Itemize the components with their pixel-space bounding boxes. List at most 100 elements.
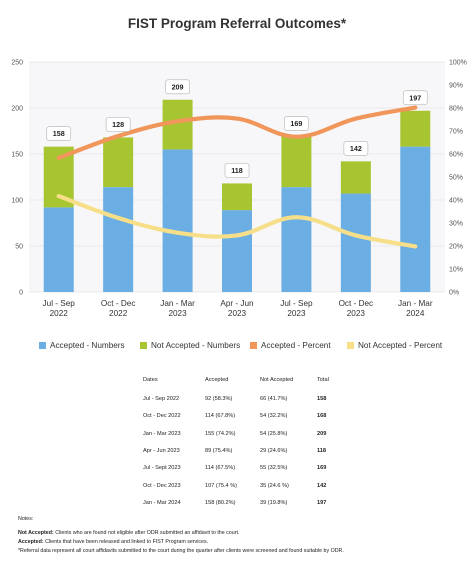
table-cell: Jan - Mar 2023	[143, 430, 181, 437]
total-label: 158	[53, 129, 65, 138]
y-right-tick-label: 10%	[449, 267, 463, 274]
y-right-tick-label: 40%	[449, 198, 463, 205]
y-left-tick-label: 250	[11, 60, 23, 67]
x-tick-label: Apr - Jun	[220, 299, 254, 308]
legend-item: Accepted - Percent	[250, 341, 331, 350]
bar-not-accepted	[400, 110, 431, 147]
table-row: Oct - Dec 2022 114 (67.8%) 54 (32.2%) 168	[143, 413, 343, 422]
table-row: Jul - Sept 2023 114 (67.5%) 55 (32.5%) 169	[143, 465, 343, 474]
legend-label: Not Accepted - Percent	[358, 341, 443, 350]
note-not-accepted-label: Not Accepted:	[18, 530, 54, 536]
y-right-tick-label: 70%	[449, 129, 463, 136]
legend-swatch	[140, 342, 147, 349]
table-cell: 39 (19.8%)	[260, 499, 288, 506]
y-left-tick-label: 200	[11, 106, 23, 113]
table-cell: Jan - Mar 2024	[143, 499, 181, 506]
note-accepted-label: Accepted:	[18, 539, 44, 545]
y-right-tick-label: 20%	[449, 244, 463, 251]
legend-item: Not Accepted - Numbers	[140, 341, 240, 350]
bar-accepted	[222, 210, 252, 292]
legend-swatch	[250, 342, 257, 349]
table-cell: 114 (67.8%)	[205, 413, 236, 420]
table-header-cell: Accepted	[205, 377, 229, 383]
total-label: 142	[350, 144, 362, 153]
legend-label: Not Accepted - Numbers	[151, 341, 241, 350]
total-label-box	[402, 90, 428, 106]
bar-not-accepted	[222, 183, 252, 211]
x-tick-label: 2023	[228, 309, 247, 318]
y-right-tick-label: 50%	[449, 175, 463, 182]
x-tick-label: Jan - Mar	[398, 299, 433, 308]
line-accepted-percent	[56, 105, 418, 161]
y-left-tick-label: 100	[11, 198, 23, 205]
x-tick-label: 2023	[347, 309, 366, 318]
x-tick-label: Oct - Dec	[101, 299, 136, 308]
table-cell: 209	[317, 430, 327, 437]
table-header-cell: Not Accepted	[260, 377, 294, 383]
bar-accepted	[340, 193, 371, 292]
total-label-box	[46, 126, 72, 141]
total-label: 169	[290, 119, 302, 128]
total-label-box	[165, 79, 190, 95]
total-label-box	[224, 163, 250, 178]
combo-chart: 0 50 100 150 200 250 0% 10% 20% 30% 40% 50% 60% 70% 80…	[11, 60, 467, 319]
y-right-tick-label: 30%	[449, 221, 463, 228]
bar-not-accepted	[281, 136, 312, 188]
table-cell: 107 (75.4 %)	[205, 482, 238, 489]
y-right-tick-label: 60%	[449, 152, 463, 159]
table-cell: 66 (41.7%)	[260, 396, 288, 402]
table-row: Jul - Sep 2022 92 (58.3%) 66 (41.7%) 158	[143, 396, 343, 405]
bar-accepted	[43, 207, 74, 292]
total-label: 209	[172, 82, 184, 91]
table-cell: Oct - Dec 2023	[143, 482, 181, 489]
table-header-cell: Total	[317, 377, 329, 383]
table-header: Dates Accepted Not Accepted Total	[143, 377, 343, 386]
table-cell: 55 (32.5%)	[260, 465, 288, 472]
y-right-tick-label: 80%	[449, 106, 463, 113]
bar-accepted	[162, 149, 193, 292]
y-right-tick-label: 0%	[449, 290, 459, 297]
total-label-box	[343, 141, 369, 156]
table-cell: 54 (32.2%)	[260, 413, 288, 420]
total-label-box	[105, 117, 131, 132]
table-cell: 158	[317, 396, 327, 402]
table-cell: Jul - Sep 2022	[143, 396, 180, 402]
legend-item: Not Accepted - Percent	[347, 341, 442, 350]
total-label: 128	[112, 120, 124, 129]
bar-not-accepted	[103, 137, 134, 188]
table-cell: 114 (67.5%)	[205, 465, 236, 472]
total-label-box	[284, 116, 309, 131]
table-header-cell: Dates	[143, 377, 158, 383]
table-cell: 169	[317, 465, 327, 472]
note-not-accepted: Not Accepted: Clients who are found not …	[18, 530, 239, 536]
table-cell: 118	[317, 447, 327, 454]
table-cell: 35 (24.6 %)	[260, 482, 289, 489]
x-tick-label: 2023	[168, 309, 187, 318]
table-cell: 158 (80.2%)	[205, 499, 236, 506]
x-tick-label: Jul - Sep	[280, 299, 313, 308]
table-cell: Apr - Jun 2023	[143, 447, 180, 454]
note-accepted-text: Clients that have been released and link…	[43, 539, 209, 545]
note-not-accepted-text: Clients who are found not eligible after…	[53, 530, 240, 536]
chart-legend: Accepted - Numbers Not Accepted - Numbers…	[0, 341, 474, 357]
table-cell: 197	[317, 499, 327, 506]
legend-label: Accepted - Numbers	[50, 341, 125, 350]
table-row: Oct - Dec 2023 107 (75.4 %) 35 (24.6 %) 142	[143, 483, 343, 492]
x-tick-label: Jan - Mar	[160, 299, 195, 308]
total-label: 118	[231, 166, 243, 175]
table-row: Jan - Mar 2024 158 (80.2%) 39 (19.8%) 197	[143, 500, 343, 509]
bar-not-accepted	[340, 161, 371, 194]
legend-swatch	[347, 342, 354, 349]
note-footnote: *Referral data represent all court affid…	[18, 548, 344, 554]
table-cell: Jul - Sept 2023	[143, 465, 181, 472]
x-tick-label: 2022	[109, 309, 128, 318]
x-tick-label: Oct - Dec	[339, 299, 374, 308]
x-tick-label: 2024	[406, 309, 425, 318]
x-tick-label: 2022	[50, 309, 69, 318]
total-label: 197	[409, 93, 421, 102]
table-row: Apr - Jun 2023 89 (75.4%) 29 (24.6%) 118	[143, 448, 343, 457]
table-cell: 155 (74.2%)	[205, 430, 236, 437]
x-tick-label: Jul - Sep	[43, 299, 76, 308]
notes-heading: Notes:	[18, 516, 34, 522]
chart-title: FIST Program Referral Outcomes*	[127, 16, 347, 31]
